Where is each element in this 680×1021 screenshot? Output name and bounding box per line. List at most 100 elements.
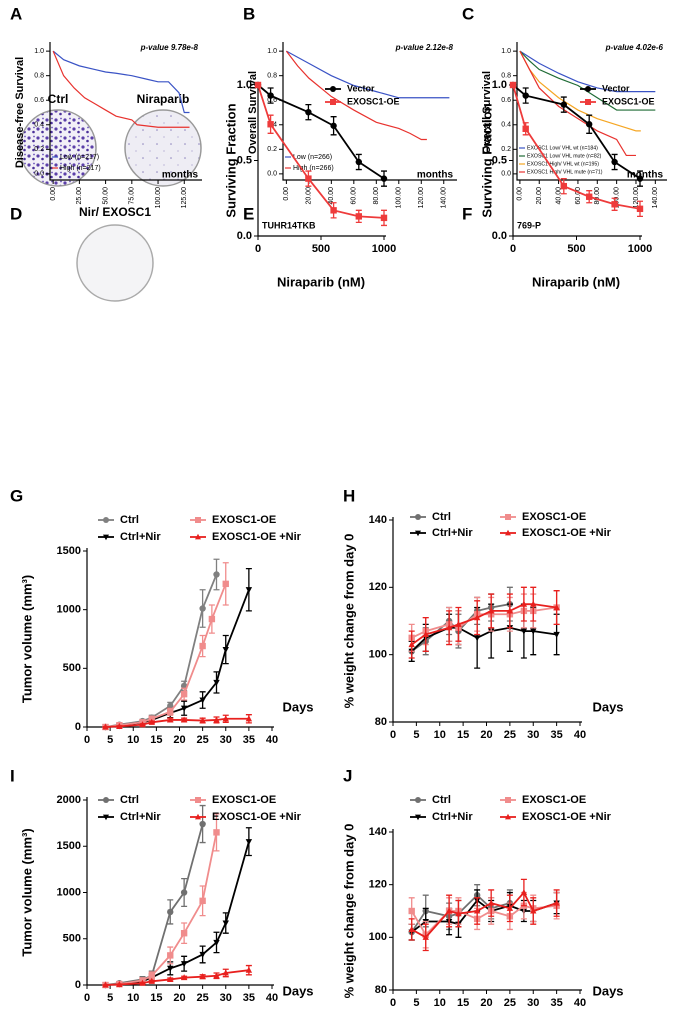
x-tick-label: 10: [434, 729, 446, 741]
survival-curve: [285, 50, 427, 141]
marker: [180, 690, 188, 698]
x-tick-label: 25: [504, 729, 516, 741]
series-line: [105, 589, 250, 728]
marker: [222, 715, 229, 722]
marker: [245, 715, 253, 722]
marker: [245, 966, 253, 973]
y-axis-label: Tumor volume (mm³): [19, 575, 34, 703]
survival-curve: [519, 50, 656, 111]
marker: [167, 702, 174, 710]
x-tick-label: 25: [197, 734, 209, 746]
x-tick-label: 20: [173, 734, 185, 746]
y-tick-label: 1000: [57, 604, 81, 616]
marker: [199, 897, 206, 905]
x-tick-label: 35: [243, 734, 255, 746]
marker: [167, 975, 174, 983]
plate-image: [19, 109, 97, 187]
marker: [148, 972, 155, 979]
marker: [199, 973, 206, 980]
y-axis-label: Overall Survival: [481, 71, 493, 154]
x-tick-label: 0: [390, 997, 396, 1009]
marker: [506, 607, 514, 614]
y-tick-label: 0: [75, 979, 81, 991]
series-line: [411, 626, 557, 652]
x-tick-label: 30: [220, 734, 232, 746]
legend-label: High (n=217): [60, 165, 101, 172]
legend-marker: [195, 533, 201, 540]
x-axis-label: months: [162, 170, 199, 181]
annotation: p-value 4.02e-6: [605, 43, 664, 52]
marker: [199, 717, 206, 724]
y-axis-label: Overall Survival: [247, 71, 259, 154]
legend-marker: [415, 514, 421, 520]
legend-label: EXOSC1-OE: [522, 511, 586, 523]
legend-label: EXOSC1-OE +Nir: [522, 527, 612, 539]
x-tick-label: 35: [551, 729, 563, 741]
x-tick-label: 0: [390, 729, 396, 741]
legend-label: Low (n=217): [60, 154, 99, 161]
x-tick-label: 10: [127, 992, 139, 1004]
x-tick-label: 15: [457, 997, 469, 1009]
chart-panel: E 0.0 0.5 1.0 0 500 1000 Surviving Fraction Nira…: [223, 79, 399, 290]
series-line: [105, 583, 227, 728]
x-tick-label: 50.00: [102, 187, 109, 205]
marker: [553, 631, 560, 638]
panel-letter: F: [462, 204, 472, 223]
legend-marker: [103, 814, 109, 821]
legend-marker: [415, 530, 421, 537]
legend-label: Ctrl: [432, 511, 451, 523]
x-tick-label: 20.00: [536, 187, 543, 205]
legend-marker: [103, 517, 109, 523]
marker: [267, 121, 274, 128]
legend-marker: [103, 797, 109, 803]
legend-label: EXOSC1-OE: [212, 794, 276, 806]
x-tick-label: 120.00: [633, 187, 640, 209]
y-tick-label: 0.5: [237, 154, 252, 166]
x-tick-label: 20: [480, 729, 492, 741]
x-tick-label: 25: [504, 997, 516, 1009]
legend-label: Ctrl: [432, 794, 451, 806]
marker: [167, 952, 174, 959]
x-tick-label: 20: [173, 992, 185, 1004]
legend-marker: [505, 514, 511, 520]
legend-marker: [103, 534, 109, 541]
x-tick-label: 40: [266, 992, 278, 1004]
y-tick-label: 1500: [57, 545, 81, 557]
marker: [455, 910, 462, 917]
y-tick-label: 100: [369, 649, 387, 661]
axis: [392, 517, 582, 723]
x-tick-label: 15: [457, 729, 469, 741]
marker: [222, 969, 229, 976]
marker: [355, 158, 362, 166]
marker: [522, 125, 529, 132]
legend-label: Ctrl+Nir: [120, 531, 161, 543]
y-tick-label: 0.0: [267, 171, 277, 178]
x-tick-label: 20: [480, 997, 492, 1009]
y-tick-label: 500: [63, 933, 81, 945]
y-tick-label: 500: [63, 662, 81, 674]
marker: [180, 716, 188, 723]
x-tick-label: 10: [434, 997, 446, 1009]
y-tick-label: 80: [375, 716, 387, 728]
marker: [180, 930, 188, 937]
marker: [520, 889, 528, 896]
marker: [380, 214, 388, 222]
legend-label: EXOSC1-OE +Nir: [212, 531, 302, 543]
legend-label: Low (n=266): [293, 154, 332, 161]
x-tick-label: 5: [107, 734, 113, 746]
marker: [180, 961, 188, 968]
chart-panel: F 0.0 0.5 1.0 0 500 1000 Surviving Fraction Nira…: [462, 79, 655, 290]
marker: [422, 630, 429, 638]
axis: [49, 42, 202, 181]
marker: [199, 951, 206, 958]
marker: [102, 723, 109, 730]
marker: [213, 939, 220, 946]
legend-label: Ctrl+Nir: [432, 811, 473, 823]
y-tick-label: 0.0: [501, 171, 511, 178]
x-tick-label: 30: [527, 997, 539, 1009]
panel-letter: B: [243, 4, 255, 23]
x-tick-label: 5: [413, 997, 419, 1009]
x-tick-label: 40: [574, 729, 586, 741]
survival-curve: [52, 50, 190, 128]
legend-label: EXOSC1 Low/ VHL mute (n=82): [527, 153, 602, 159]
